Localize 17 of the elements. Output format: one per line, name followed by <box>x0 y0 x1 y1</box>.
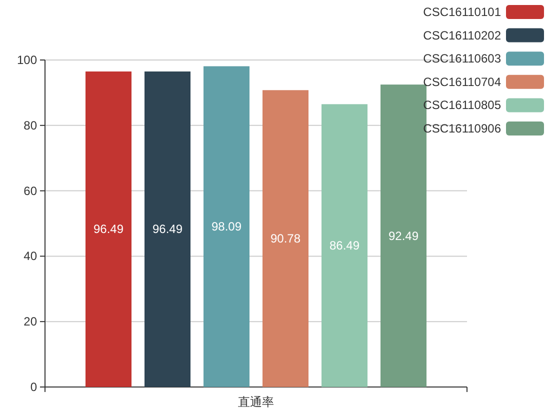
legend-label: CSC16110704 <box>423 74 502 89</box>
y-tick-label: 40 <box>24 249 38 264</box>
data-label: 90.78 <box>270 232 301 246</box>
data-label: 98.09 <box>211 220 242 234</box>
y-tick-label: 60 <box>24 184 38 198</box>
y-tick-label: 80 <box>24 118 38 132</box>
legend-label: CSC16110202 <box>423 28 502 42</box>
y-tick-label: 100 <box>16 53 38 67</box>
legend-label: CSC16110603 <box>423 52 502 66</box>
legend-label: CSC16110101 <box>423 5 502 19</box>
data-label: 96.49 <box>93 222 124 236</box>
y-tick-label: 20 <box>24 314 38 329</box>
y-tick-label: 0 <box>30 380 38 394</box>
data-label: 86.49 <box>329 238 360 253</box>
data-label: 96.49 <box>152 222 183 236</box>
data-label: 92.49 <box>388 228 419 243</box>
x-tick-label: 直通率 <box>238 395 274 409</box>
